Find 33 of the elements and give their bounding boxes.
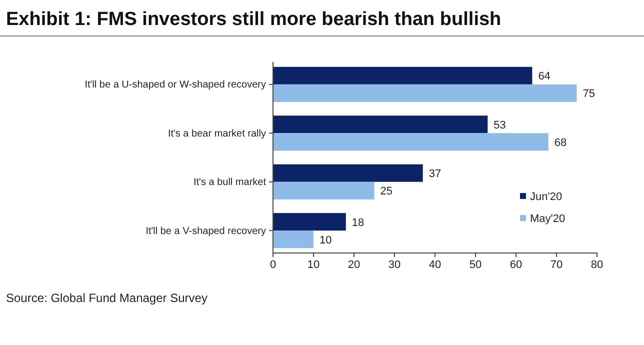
y-tick-label: It's a bull market [194,177,266,188]
data-label: 64 [538,70,550,83]
bar [273,182,374,200]
legend-label: Jun'20 [530,191,562,203]
x-tick-label: 10 [307,258,320,271]
bar [273,230,314,248]
x-tick-label: 0 [270,258,276,271]
chart-title: Exhibit 1: FMS investors still more bearish than bullish [6,9,502,30]
bar [273,213,346,231]
x-tick-label: 50 [469,258,482,271]
data-label: 68 [554,136,567,149]
x-tick-label: 70 [550,258,563,271]
x-tick-label: 40 [428,258,442,271]
x-tick-label: 60 [510,258,522,271]
bar [273,84,577,102]
data-label: 37 [428,168,442,180]
bar [273,66,532,84]
bar [273,164,423,182]
source-note: Source: Global Fund Manager Survey [6,291,208,305]
data-label: 25 [380,186,392,198]
x-tick-label: 30 [388,258,401,271]
x-tick-label: 80 [590,258,604,271]
bar [273,116,488,134]
legend-label: May'20 [530,213,566,225]
bar [273,133,548,151]
data-label: 75 [582,88,595,100]
y-tick-label: It's a bear market rally [168,128,266,140]
x-tick-label: 20 [348,258,360,271]
y-tick-label: It'll be a V-shaped recovery [146,226,266,237]
data-label: 10 [320,234,332,246]
data-label: 18 [352,216,364,229]
y-tick-label: It'll be a U-shaped or W-shaped recovery [84,80,266,91]
data-label: 53 [494,119,506,132]
